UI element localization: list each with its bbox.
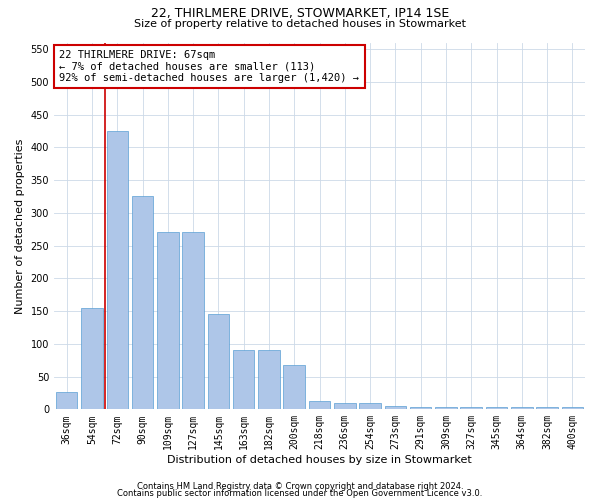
- Bar: [132, 196, 153, 410]
- Bar: [56, 392, 77, 409]
- Bar: [233, 350, 254, 410]
- Text: Size of property relative to detached houses in Stowmarket: Size of property relative to detached ho…: [134, 19, 466, 29]
- Bar: [182, 232, 204, 410]
- Bar: [486, 408, 507, 410]
- Bar: [107, 131, 128, 409]
- Bar: [460, 408, 482, 410]
- Bar: [385, 406, 406, 409]
- Bar: [334, 403, 356, 409]
- Bar: [562, 408, 583, 410]
- Bar: [208, 314, 229, 410]
- Bar: [536, 408, 558, 410]
- X-axis label: Distribution of detached houses by size in Stowmarket: Distribution of detached houses by size …: [167, 455, 472, 465]
- Bar: [359, 403, 381, 409]
- Bar: [81, 308, 103, 410]
- Text: Contains public sector information licensed under the Open Government Licence v3: Contains public sector information licen…: [118, 490, 482, 498]
- Text: 22, THIRLMERE DRIVE, STOWMARKET, IP14 1SE: 22, THIRLMERE DRIVE, STOWMARKET, IP14 1S…: [151, 8, 449, 20]
- Text: Contains HM Land Registry data © Crown copyright and database right 2024.: Contains HM Land Registry data © Crown c…: [137, 482, 463, 491]
- Bar: [511, 408, 533, 410]
- Bar: [258, 350, 280, 410]
- Bar: [157, 232, 179, 410]
- Bar: [435, 408, 457, 410]
- Y-axis label: Number of detached properties: Number of detached properties: [15, 138, 25, 314]
- Bar: [283, 365, 305, 410]
- Bar: [410, 408, 431, 410]
- Bar: [309, 402, 330, 409]
- Text: 22 THIRLMERE DRIVE: 67sqm
← 7% of detached houses are smaller (113)
92% of semi-: 22 THIRLMERE DRIVE: 67sqm ← 7% of detach…: [59, 50, 359, 83]
